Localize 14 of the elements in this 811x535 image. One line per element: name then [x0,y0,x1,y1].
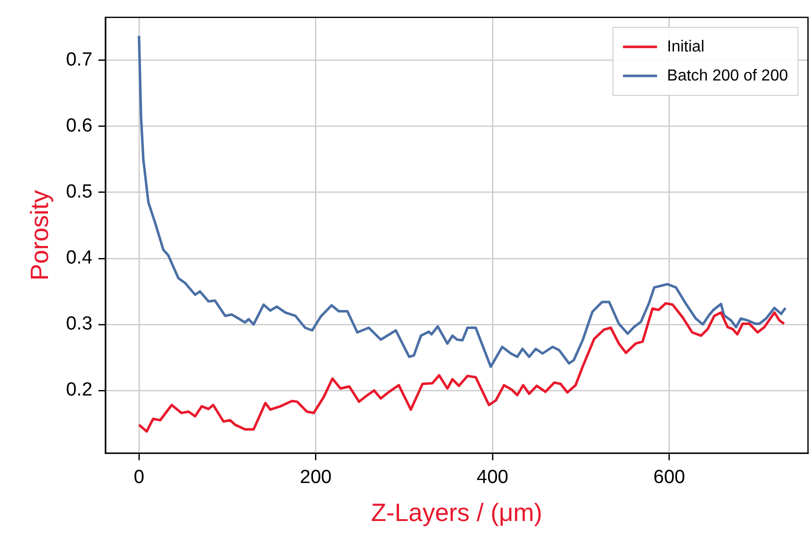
x-tick-label: 400 [476,466,508,488]
y-tick-label: 0.6 [66,116,92,137]
x-tick-label: 0 [134,466,144,488]
legend-label: Initial [667,38,704,56]
y-axis-title: Porosity [26,190,54,280]
x-tick-label: 600 [653,466,686,488]
y-tick-label: 0.4 [66,248,93,269]
x-axis-title: Z-Layers / (μm) [371,498,542,527]
legend-label: Batch 200 of 200 [667,67,788,84]
x-tick-label: 200 [300,466,332,488]
y-tick-label: 0.3 [66,314,92,335]
y-tick-label: 0.2 [66,380,92,401]
y-tick-label: 0.7 [66,50,92,71]
y-tick-label: 0.5 [66,182,92,203]
